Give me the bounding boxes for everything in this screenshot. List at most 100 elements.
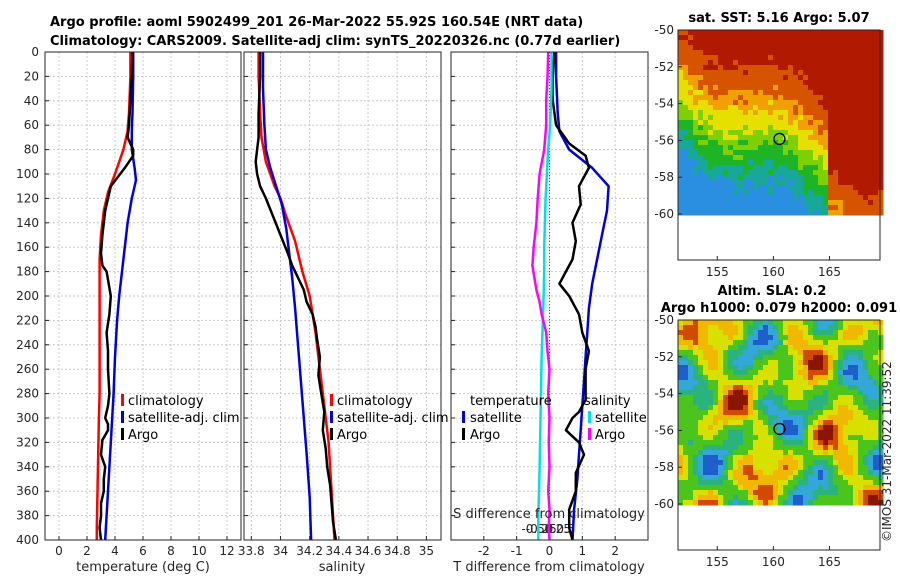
legend-label-argo: Argo	[128, 428, 158, 443]
map-field	[678, 320, 884, 506]
map-xtick-label: 165	[818, 265, 841, 279]
ytick-label: 340	[16, 460, 39, 474]
xtick-label: 8	[167, 544, 175, 558]
salinity-panel: 33.8 34 34.2 34.4 34.6 34.8 35	[238, 51, 442, 558]
map-frame	[677, 319, 881, 551]
legend-label-temp-argo: Argo	[470, 428, 500, 443]
axes-frame	[44, 51, 242, 541]
map-xtick-label: 155	[706, 555, 729, 569]
temperature-panel: 0204060801001201401601802002202402602803…	[16, 45, 242, 558]
ytick-label: 260	[16, 362, 39, 376]
salinity-xlabel: salinity	[319, 560, 366, 575]
argo-float-marker	[773, 132, 786, 146]
difference-legend: temperature satellite Argo salinity sate…	[462, 394, 647, 443]
legend-title-temperature: temperature	[470, 394, 552, 409]
map-ytick-label: -60	[654, 207, 674, 221]
legend-swatch-sal-satellite	[588, 411, 591, 423]
difference-xlabel: T difference from climatology	[452, 560, 645, 575]
xtick-label: 10	[191, 544, 206, 558]
temperature-xlabel: temperature (deg C)	[76, 560, 210, 575]
salinity-legend: climatology satellite-adj. clim Argo	[330, 394, 449, 443]
legend-swatch-temp-argo	[462, 428, 465, 440]
map-ytick-label: -50	[654, 313, 674, 327]
ytick-label: 40	[24, 94, 39, 108]
ytick-label: 160	[16, 240, 39, 254]
legend-label-satellite: satellite-adj. clim	[337, 411, 449, 426]
legend-swatch-temp-satellite	[462, 411, 465, 423]
xtick-label: -1	[511, 544, 523, 558]
map-ytick-label: -54	[654, 387, 674, 401]
series-line-argo-temperature	[551, 51, 591, 541]
legend-label-satellite: satellite-adj. clim	[128, 411, 240, 426]
ytick-label: 400	[16, 533, 39, 547]
map-ytick-label: -56	[654, 423, 674, 437]
ytick-label: 240	[16, 338, 39, 352]
series-line-satellite-salinity	[537, 52, 553, 540]
map-xtick-label: 160	[762, 555, 785, 569]
map-xtick-label: 155	[706, 265, 729, 279]
legend-label-climatology: climatology	[128, 394, 204, 409]
axes-frame	[243, 51, 442, 541]
legend-title-salinity: salinity	[584, 394, 631, 409]
series-line-satellite-adj-clim	[103, 52, 138, 541]
ytick-label: 0	[31, 45, 39, 59]
sst-map: 155 160 165 -50 -52 -54 -56 -58 -60	[654, 23, 884, 279]
legend-label-temp-satellite: satellite	[470, 411, 522, 426]
legend-swatch-climatology	[121, 394, 124, 406]
argo-float-marker	[773, 422, 786, 436]
ytick-label: 200	[16, 289, 39, 303]
series-line-satellite-adj-clim	[261, 52, 313, 541]
map-ytick-label: -54	[654, 97, 674, 111]
legend-swatch-satellite	[330, 411, 333, 423]
credit-text: ©IMOS 31-Mar-2022 11:39:52	[880, 361, 894, 542]
sla-map-title-line1: Altim. SLA: 0.2	[718, 284, 827, 299]
ytick-label: 120	[16, 191, 39, 205]
ytick-label: 300	[16, 411, 39, 425]
difference-xlabel-top: S difference from climatology	[453, 507, 645, 522]
legend-label-sal-satellite: satellite	[595, 411, 647, 426]
xtick-label: 2	[83, 544, 91, 558]
map-ytick-label: -52	[654, 60, 674, 74]
ytick-label: 20	[24, 69, 39, 83]
map-frame	[677, 29, 881, 261]
xtick-label: 4	[111, 544, 119, 558]
legend-label-argo: Argo	[337, 428, 367, 443]
xtick-label: 34.8	[384, 544, 411, 558]
xtick-top-label: 0.25	[544, 522, 571, 536]
xtick-label: 6	[139, 544, 147, 558]
legend-label-sal-argo: Argo	[595, 428, 625, 443]
ytick-label: 380	[16, 509, 39, 523]
figure-title-line2: Climatology: CARS2009. Satellite-adj cli…	[50, 34, 620, 49]
ytick-label: 280	[16, 387, 39, 401]
sla-map-title-line2: Argo h1000: 0.079 h2000: 0.091	[661, 301, 897, 316]
series-line-argo	[254, 52, 338, 541]
ytick-label: 140	[16, 216, 39, 230]
xtick-label: 0	[55, 544, 63, 558]
legend-swatch-satellite	[121, 411, 124, 423]
temperature-legend: climatology satellite-adj. clim Argo	[121, 394, 240, 443]
xtick-label: -2	[478, 544, 490, 558]
xtick-label: 35	[419, 544, 434, 558]
ytick-label: 320	[16, 435, 39, 449]
xtick-label: 0	[546, 544, 554, 558]
xtick-label: 33.8	[238, 544, 265, 558]
legend-swatch-argo	[121, 428, 124, 440]
ytick-label: 60	[24, 118, 39, 132]
sst-map-title: sat. SST: 5.16 Argo: 5.07	[688, 11, 869, 26]
legend-swatch-climatology	[330, 394, 333, 406]
xtick-label: 2	[611, 544, 619, 558]
sla-map: 155 160 165 -50 -52 -54 -56 -58 -60	[654, 313, 884, 569]
axes-frame	[450, 51, 649, 541]
map-ytick-label: -50	[654, 23, 674, 37]
xtick-label: 34.6	[355, 544, 382, 558]
map-field	[678, 30, 884, 216]
xtick-label: 34.4	[325, 544, 352, 558]
ytick-label: 220	[16, 313, 39, 327]
xtick-label: 12	[219, 544, 234, 558]
legend-label-climatology: climatology	[337, 394, 413, 409]
map-ytick-label: -56	[654, 133, 674, 147]
xtick-label: 34	[273, 544, 288, 558]
ytick-label: 360	[16, 484, 39, 498]
